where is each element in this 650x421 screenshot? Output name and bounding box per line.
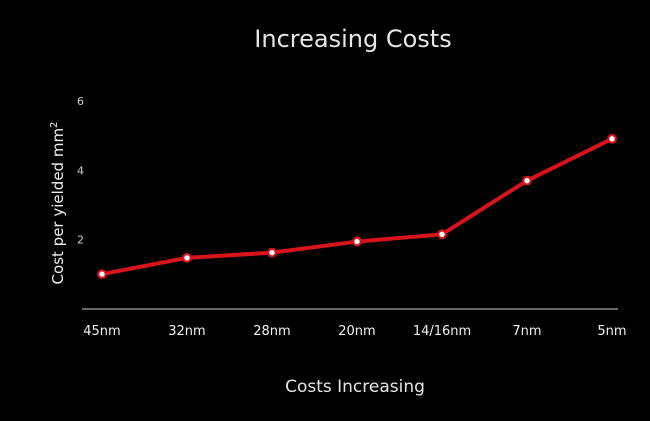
x-tick-label: 32nm [168, 324, 205, 339]
y-axis-ticks: 2 4 6 [77, 95, 84, 246]
y-axis-title-text: Cost per yielded mm [49, 128, 67, 285]
data-point-45nm [97, 269, 107, 280]
data-point-20nm [352, 236, 362, 247]
x-axis-title: Costs Increasing [285, 377, 425, 397]
data-point-28nm [267, 247, 277, 258]
x-tick-label: 28nm [253, 324, 290, 339]
y-axis-title: Cost per yielded mm2 [49, 122, 67, 285]
data-point-14-16nm [437, 229, 447, 240]
y-tick-label: 4 [77, 164, 84, 177]
x-tick-label: 5nm [597, 324, 626, 339]
y-tick-label: 6 [77, 95, 84, 108]
x-tick-label: 7nm [512, 324, 541, 339]
y-axis-title-superscript: 2 [49, 122, 60, 128]
x-tick-label: 20nm [338, 324, 375, 339]
x-tick-label: 14/16nm [413, 324, 471, 339]
x-tick-label: 45nm [83, 324, 120, 339]
x-axis-ticks: 45nm 32nm 28nm 20nm 14/16nm 7nm 5nm [83, 324, 626, 339]
series-markers [97, 133, 617, 280]
data-point-32nm [182, 252, 192, 263]
data-point-5nm [607, 133, 617, 144]
chart-title: Increasing Costs [254, 25, 451, 53]
data-point-7nm [522, 175, 532, 186]
y-tick-label: 2 [77, 234, 84, 247]
